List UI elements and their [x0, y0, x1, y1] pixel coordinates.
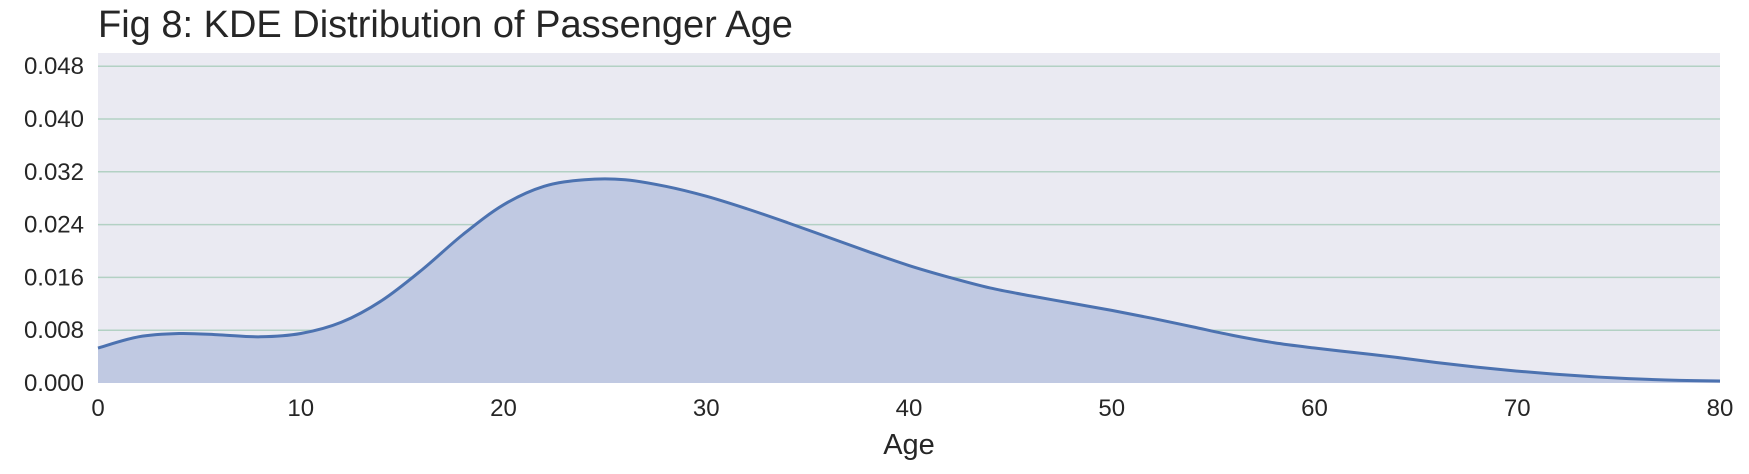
x-tick-label: 30	[693, 395, 720, 422]
x-axis-ticks: 0 10 20 30 40 50 60 70 80	[91, 395, 1733, 422]
x-tick-label: 40	[896, 395, 923, 422]
density-area	[98, 178, 1720, 383]
y-tick-label: 0.040	[24, 106, 84, 133]
x-tick-label: 20	[490, 395, 517, 422]
y-tick-label: 0.048	[24, 53, 84, 80]
x-tick-label: 70	[1504, 395, 1531, 422]
x-tick-label: 60	[1301, 395, 1328, 422]
y-tick-label: 0.016	[24, 264, 84, 291]
y-tick-label: 0.024	[24, 212, 84, 239]
density-line	[97, 177, 1721, 383]
y-tick-label: 0.008	[24, 317, 84, 344]
x-tick-label: 50	[1098, 395, 1125, 422]
y-tick-label: 0.000	[24, 370, 84, 397]
x-axis-label: Age	[883, 429, 935, 461]
x-tick-label: 80	[1707, 395, 1734, 422]
y-tick-label: 0.032	[24, 159, 84, 186]
y-axis-ticks: 0.000 0.008 0.016 0.024 0.032 0.040 0.048	[24, 53, 84, 397]
x-tick-label: 10	[287, 395, 314, 422]
chart-title: Fig 8: KDE Distribution of Passenger Age	[98, 4, 793, 46]
x-tick-label: 0	[91, 395, 104, 422]
